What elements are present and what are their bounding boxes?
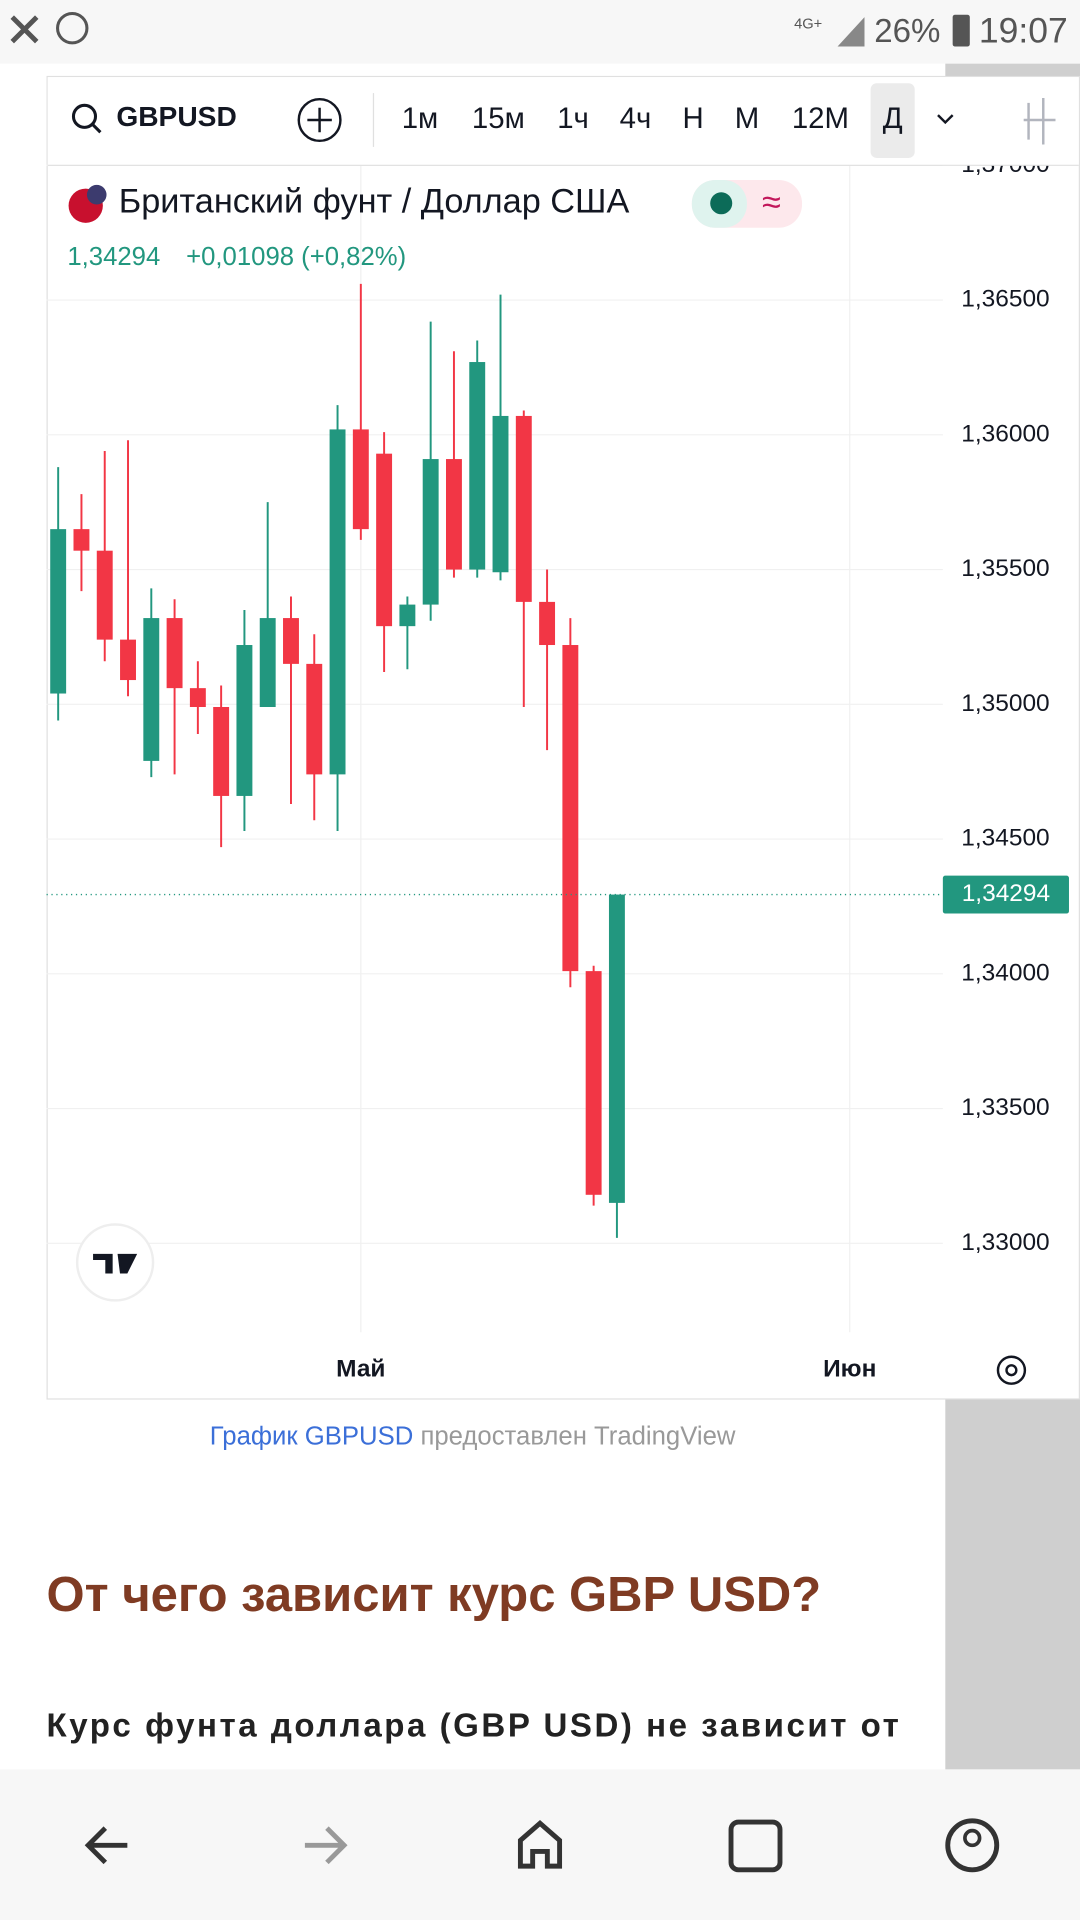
dropdown-icon[interactable] <box>937 114 954 125</box>
profile-button[interactable] <box>945 1818 1000 1873</box>
settings-icon[interactable] <box>996 1355 1027 1385</box>
candle-body <box>562 645 579 972</box>
tv-logo[interactable] <box>75 1223 155 1302</box>
y-tick-label: 1,34500 <box>961 825 1049 852</box>
candle-body <box>283 618 299 664</box>
article-paragraph: Курс фунта доллара (GBP USD) не зависит … <box>47 1707 899 1744</box>
flag-icon <box>86 184 107 205</box>
x-tick-label: Июн <box>823 1356 876 1383</box>
interval-button[interactable]: 1м <box>402 102 439 135</box>
interval-button[interactable]: 4ч <box>620 102 652 135</box>
interval-button[interactable]: 15м <box>472 102 525 135</box>
add-button[interactable] <box>297 97 342 143</box>
candle-body <box>539 601 556 646</box>
tabs-button[interactable] <box>728 1819 783 1873</box>
y-tick-label: 1,35000 <box>961 690 1049 717</box>
interval-button[interactable]: 12М <box>792 102 849 135</box>
y-tick-label: 1,34000 <box>961 959 1049 986</box>
clock: 19:07 <box>979 10 1068 50</box>
symbol[interactable]: GBPUSD <box>116 101 236 132</box>
forward-button[interactable] <box>304 1826 348 1865</box>
article-heading: От чего зависит курс GBP USD? <box>47 1568 822 1622</box>
candle-body <box>143 618 160 761</box>
nav-bar <box>0 1769 1080 1920</box>
status-bar <box>0 0 1080 64</box>
plot: 1,33000 1,33500 1,34000 1,34500 1,35000 1,355… <box>46 151 1069 1383</box>
candle-body <box>492 415 509 573</box>
chart-title: Британский фунт / Доллар США <box>119 182 630 220</box>
battery-level: 26% <box>874 13 940 50</box>
candle-body <box>352 429 369 530</box>
y-tick-label: 1,33000 <box>961 1229 1049 1256</box>
y-tick-label: 1,35500 <box>961 555 1049 582</box>
candle-body <box>376 453 393 627</box>
candle-body <box>608 894 625 1203</box>
battery-icon <box>952 14 970 47</box>
candle-body <box>515 415 532 602</box>
tv-logo[interactable] <box>93 1253 138 1274</box>
y-tick-label: 1,33500 <box>961 1094 1049 1121</box>
profile-button[interactable] <box>963 1828 982 1848</box>
interval-button[interactable]: Н <box>682 102 703 135</box>
interval-button[interactable]: 1ч <box>557 102 589 135</box>
candle-body <box>73 529 90 551</box>
candle-body <box>259 618 276 708</box>
add-button[interactable] <box>307 107 332 133</box>
viber-icon <box>56 11 89 45</box>
x-tick-label: Май <box>336 1356 385 1383</box>
candle-body <box>469 362 486 570</box>
network: 4G+ <box>794 16 822 32</box>
candle-body <box>445 459 462 570</box>
price-change: +0,01098 (+0,82%) <box>186 243 406 271</box>
settings-icon[interactable] <box>1005 1364 1018 1377</box>
search-icon[interactable] <box>90 122 102 134</box>
candle-body <box>236 645 253 796</box>
candle-body <box>213 707 230 796</box>
candle-body <box>96 550 113 640</box>
candle-body <box>422 459 439 605</box>
market-dot <box>710 192 733 215</box>
search-icon[interactable] <box>71 103 98 129</box>
y-tick-label: 1,36000 <box>961 420 1049 447</box>
delay-icon: ≈ <box>762 184 781 222</box>
candle-body <box>585 971 602 1195</box>
signal-icon <box>837 17 865 47</box>
attribution-text: предоставлен TradingView <box>420 1422 735 1450</box>
back-button[interactable] <box>84 1826 128 1865</box>
candle-body <box>329 429 346 775</box>
attribution: График GBPUSD предоставлен TradingView <box>210 1422 736 1450</box>
attribution-link[interactable]: График GBPUSD <box>210 1422 414 1450</box>
home-button[interactable] <box>517 1820 563 1869</box>
candle-body <box>306 663 323 775</box>
intervals: 1м 15м 1ч 4ч Н М 12М Д <box>402 102 903 135</box>
chart-type-icon[interactable] <box>1023 97 1056 145</box>
interval-selected <box>870 83 915 158</box>
candle-body <box>166 618 183 689</box>
candle-body <box>120 639 136 681</box>
last-price: 1,34294 <box>67 243 160 271</box>
price-label: 1,34294 <box>962 880 1050 907</box>
interval-button[interactable]: Д <box>883 102 903 135</box>
y-tick-label: 1,36500 <box>961 286 1049 313</box>
candle-body <box>50 529 67 694</box>
candle-body <box>189 688 206 708</box>
interval-button[interactable]: М <box>735 102 759 135</box>
app-icon <box>10 15 39 44</box>
price-label-box <box>942 875 1069 914</box>
candle-body <box>399 604 416 627</box>
